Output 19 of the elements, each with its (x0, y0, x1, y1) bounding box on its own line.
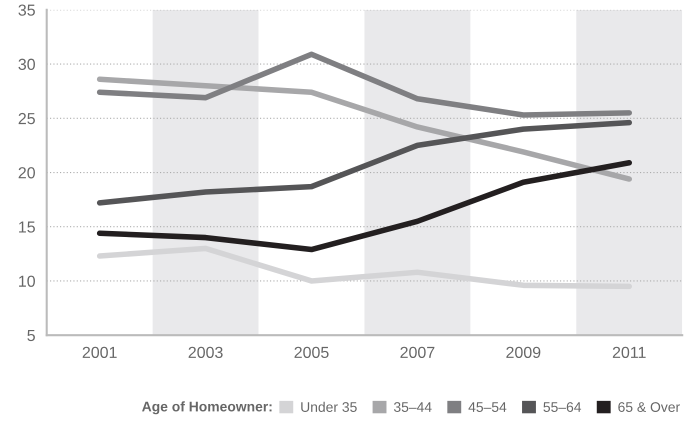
legend-label: 45–54 (468, 402, 506, 412)
y-tick-label: 30 (18, 58, 35, 70)
y-tick-label: 25 (18, 112, 35, 124)
legend-label: 65 & Over (618, 402, 680, 412)
x-tick-label: 2005 (294, 346, 329, 358)
y-tick-label: 10 (19, 276, 35, 287)
y-tick-label: 5 (27, 330, 35, 342)
legend-label: Under 35 (301, 402, 357, 412)
legend-label: 55–64 (543, 402, 582, 412)
x-tick-label: 2001 (82, 346, 117, 358)
y-tick-label: 15 (19, 222, 35, 233)
legend-title: Age of Homeowner: (142, 401, 272, 414)
legend-label: 35–44 (394, 402, 432, 412)
x-tick-label: 2011 (612, 346, 646, 358)
x-tick-label: 2009 (506, 346, 540, 358)
y-tick-label: 35 (18, 4, 35, 16)
x-tick-label: 2003 (188, 346, 223, 358)
y-tick-label: 20 (18, 167, 35, 178)
x-tick-label: 2007 (400, 346, 434, 358)
